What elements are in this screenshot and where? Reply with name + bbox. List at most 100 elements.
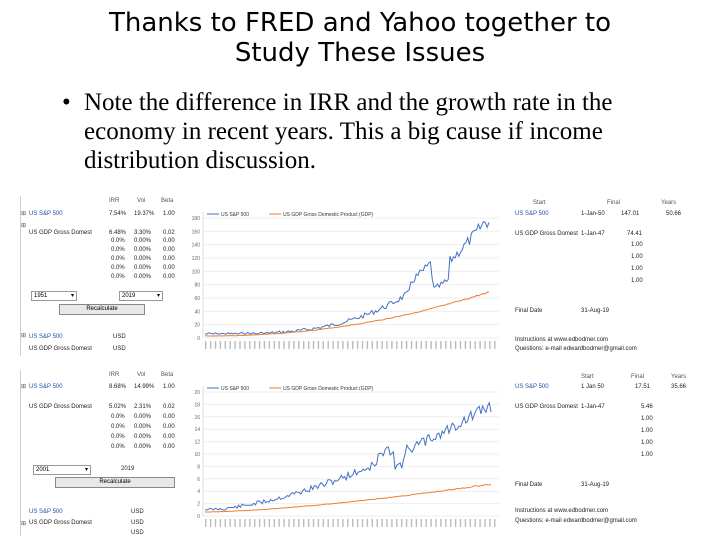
y-tick-label: 18 xyxy=(194,402,200,408)
expand-icon[interactable]: ⊞ xyxy=(21,333,27,339)
y-tick-label: 16 xyxy=(194,415,200,421)
chevron-down-icon: ▾ xyxy=(84,467,88,473)
x-tick-mark xyxy=(244,519,246,527)
recalculate-button[interactable]: Recalculate xyxy=(59,304,145,315)
series-line-gdp xyxy=(205,483,492,513)
questions-text[interactable]: Questions: e-mail edwardbodmer@gmail.com xyxy=(515,346,637,352)
x-tick-mark xyxy=(391,519,393,527)
x-tick-mark xyxy=(273,341,275,349)
x-tick-mark xyxy=(356,341,359,349)
chevron-down-icon: ▾ xyxy=(70,293,74,299)
start-year-select[interactable]: 1951 ▾ xyxy=(31,291,77,301)
header-vol: Vol xyxy=(137,372,146,378)
x-tick-mark xyxy=(415,519,418,527)
x-tick-mark xyxy=(258,519,261,527)
x-tick-mark xyxy=(283,341,285,349)
x-tick-mark xyxy=(205,341,207,349)
header-start: Start xyxy=(581,374,594,380)
x-tick-mark xyxy=(342,519,344,527)
x-tick-mark xyxy=(263,341,266,349)
vol-gdp: 2.31% xyxy=(134,404,152,410)
final-date-label: Final Date xyxy=(515,482,543,488)
x-tick-mark xyxy=(229,341,231,349)
table-row: 0.0% 0.00% 0.00 xyxy=(111,247,175,253)
x-tick-mark xyxy=(405,341,408,349)
x-tick-mark xyxy=(214,341,217,349)
x-tick-mark xyxy=(322,519,324,527)
x-tick-mark xyxy=(459,519,462,527)
y-tick-label: 120 xyxy=(192,256,201,262)
x-tick-mark xyxy=(214,519,217,527)
x-tick-mark xyxy=(435,341,437,349)
expand-icon[interactable]: ⊞ xyxy=(21,521,27,527)
x-tick-mark xyxy=(254,519,256,527)
instructions-text[interactable]: Instructions at www.edbodmer.com xyxy=(515,508,609,514)
y-tick-label: 4 xyxy=(197,489,200,495)
ccy-label-gdp: US GDP Gross Domest xyxy=(29,346,92,352)
x-tick-mark xyxy=(376,341,378,349)
table-row: 0.0% 0.00% 0.00 xyxy=(111,414,175,420)
y-tick-label: 0 xyxy=(197,514,200,520)
y-tick-label: 20 xyxy=(194,390,200,396)
questions-text[interactable]: Questions: e-mail edwardbodmer@gmail.com xyxy=(515,518,637,524)
x-tick-mark xyxy=(435,519,437,527)
x-tick-mark xyxy=(278,519,280,527)
x-tick-mark xyxy=(249,341,251,349)
y-tick-label: 160 xyxy=(192,229,201,235)
x-tick-mark xyxy=(381,519,383,527)
x-tick-mark xyxy=(489,341,491,349)
end-year-value[interactable]: 2019 xyxy=(121,466,135,472)
years-sp500: 50.66 xyxy=(666,211,682,217)
ccy-extra: USD xyxy=(131,530,144,536)
x-tick-mark xyxy=(484,519,486,527)
series-label-sp500: US S&P 500 xyxy=(29,384,63,390)
x-tick-mark xyxy=(293,519,295,527)
x-tick-mark xyxy=(484,341,486,349)
end-year-select[interactable]: 2019 ▾ xyxy=(119,291,163,301)
table-row: 0.0% 0.00% 0.00 xyxy=(111,274,175,280)
x-tick-mark xyxy=(278,341,280,349)
beta-sp500: 1.00 xyxy=(163,384,175,390)
x-tick-mark xyxy=(376,519,378,527)
title-line-2: Study These Issues xyxy=(234,38,486,68)
spreadsheet-panel-1: IRR Vol Beta ⊞ US S&P 500 7.54% 19.37% 1… xyxy=(20,196,705,356)
start-sp500: 1-Jan-50 xyxy=(581,211,605,217)
x-tick-mark xyxy=(268,519,271,527)
x-tick-mark xyxy=(219,519,222,527)
start-year-select[interactable]: 2001 ▾ xyxy=(33,465,91,475)
ccy-sp500: USD xyxy=(131,509,144,515)
x-tick-mark xyxy=(464,519,467,527)
expand-icon[interactable]: ⊞ xyxy=(21,211,27,217)
x-tick-mark xyxy=(415,341,418,349)
x-tick-mark xyxy=(489,519,491,527)
series-line-sp500 xyxy=(205,221,490,335)
header-irr: IRR xyxy=(109,372,120,378)
y-tick-label: 180 xyxy=(192,216,201,222)
x-tick-mark xyxy=(347,341,349,349)
x-tick-mark xyxy=(420,519,422,527)
x-tick-mark xyxy=(450,519,452,527)
x-tick-mark xyxy=(474,341,476,349)
x-tick-mark xyxy=(425,519,427,527)
x-tick-mark xyxy=(254,341,256,349)
table-row: 0.0% 0.00% 0.00 xyxy=(111,444,175,450)
header-vol: Vol xyxy=(137,198,146,204)
instructions-text[interactable]: Instructions at www.edbodmer.com xyxy=(515,337,609,343)
recalculate-button[interactable]: Recalculate xyxy=(55,477,175,488)
x-tick-mark xyxy=(288,519,290,527)
x-tick-mark xyxy=(298,341,300,349)
x-tick-mark xyxy=(352,341,354,349)
beta-gdp: 0.02 xyxy=(163,404,175,410)
y-tick-label: 140 xyxy=(192,243,201,249)
series-label-gdp: US GDP Gross Domest xyxy=(29,230,92,236)
right-label-gdp: US GDP Gross Domest xyxy=(515,231,578,237)
x-tick-mark xyxy=(425,341,427,349)
expand-icon[interactable]: ⊞ xyxy=(21,223,27,229)
y-tick-label: 100 xyxy=(192,269,201,275)
irr-sp500: 7.54% xyxy=(109,211,127,217)
ccy-sp500: USD xyxy=(113,334,126,340)
right-label-gdp: US GDP Gross Domest xyxy=(515,404,578,410)
expand-icon[interactable]: ⊞ xyxy=(21,384,27,390)
y-tick-label: 60 xyxy=(194,296,200,302)
series-line-sp500 xyxy=(205,401,492,511)
